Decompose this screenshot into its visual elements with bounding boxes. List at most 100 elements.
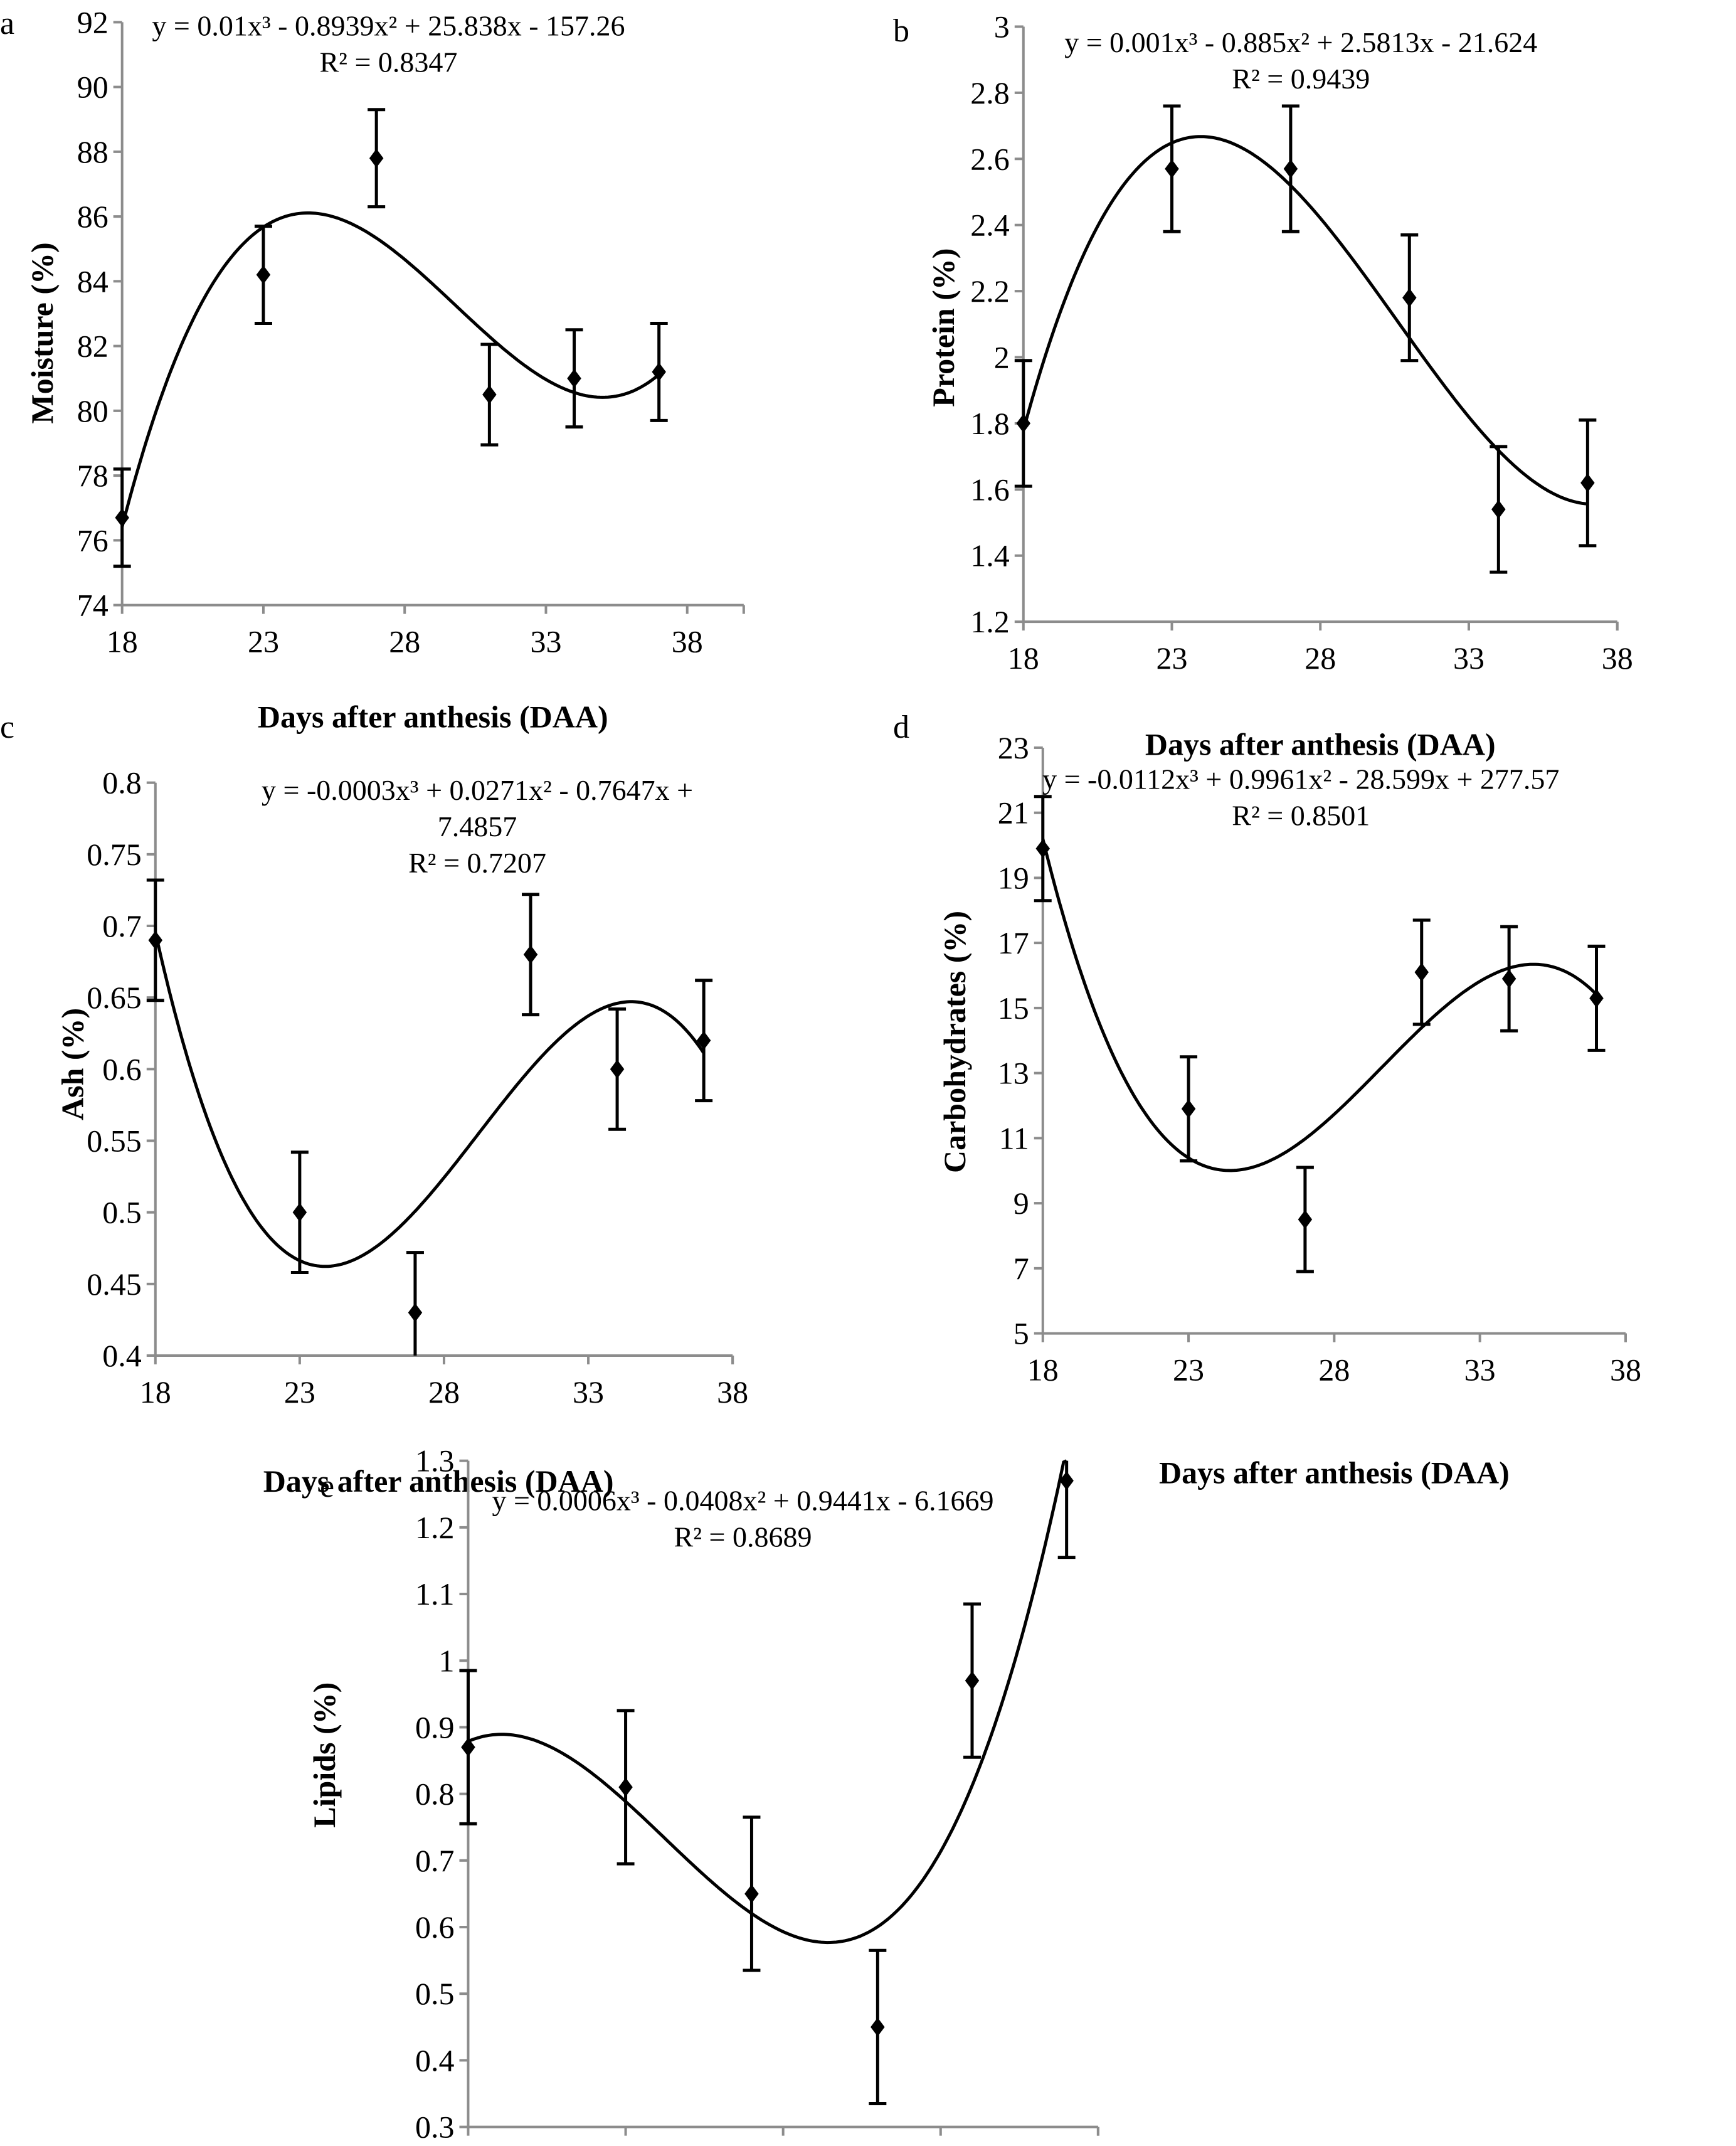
y-tick-label: 86 [77, 199, 109, 234]
data-point [1500, 925, 1518, 1033]
diamond-marker [1035, 839, 1051, 858]
y-tick-label: 2 [994, 340, 1010, 375]
y-tick-label: 80 [77, 393, 109, 428]
data-point [1180, 1055, 1198, 1163]
y-tick-label: 0.55 [87, 1123, 142, 1158]
y-tick-label: 1.8 [970, 406, 1010, 441]
data-point [459, 1669, 477, 1825]
diamond-marker [1501, 969, 1516, 989]
diamond-marker [610, 1060, 625, 1079]
diamond-marker [696, 1031, 711, 1050]
y-tick-label: 1.2 [415, 1510, 455, 1545]
y-tick-label: 0.3 [415, 2110, 455, 2145]
diamond-marker [461, 1738, 475, 1757]
y-tick-label: 11 [999, 1120, 1029, 1155]
data-point [290, 1150, 309, 1275]
diamond-marker [148, 930, 163, 950]
y-tick-label: 0.4 [102, 1338, 142, 1373]
data-point [695, 979, 713, 1103]
x-tick-label: 33 [573, 1374, 604, 1410]
diamond-marker [1059, 1471, 1074, 1490]
chart-svg: 1.2 1.4 1.6 1.8 2 2.2 2.4 2.6 2.8 3 18 23 28 33 38 y = … [926, 9, 1633, 762]
diamond-marker [256, 265, 271, 285]
data-point [1014, 359, 1032, 488]
y-tick-label: 1 [438, 1643, 454, 1678]
data-point [650, 321, 668, 422]
data-point [146, 878, 164, 1002]
diamond-marker [1491, 499, 1506, 519]
y-tick-label: 0.7 [102, 908, 142, 943]
chart-svg: 5 7 9 11 13 15 17 19 21 23 18 23 28 33 38 y = -0.0112x³… [937, 730, 1641, 1490]
y-tick-label: 90 [77, 70, 109, 105]
y-tick-label: 13 [998, 1056, 1029, 1091]
y-tick-label: 0.65 [87, 980, 142, 1015]
y-tick-label: 0.75 [87, 837, 142, 872]
x-tick-label: 38 [1602, 640, 1633, 676]
diamond-marker [369, 149, 384, 168]
x-axis-title: Days after anthesis (DAA) [258, 699, 608, 734]
y-tick-label: 0.8 [415, 1777, 455, 1812]
x-tick-label: 18 [1008, 640, 1039, 676]
y-tick-label: 0.5 [102, 1195, 142, 1230]
x-tick-label: 33 [1464, 1352, 1496, 1388]
y-tick-label: 1.4 [970, 538, 1010, 573]
y-axis-title: Moisture (%) [24, 242, 60, 423]
data-point [406, 1251, 424, 1356]
diamond-marker [1414, 962, 1429, 982]
y-tick-label: 7 [1014, 1251, 1029, 1286]
trendline-equation: 7.4857 [438, 810, 517, 842]
y-axis-title: Protein (%) [926, 248, 961, 407]
chart-svg: 0.4 0.45 0.5 0.55 0.6 0.65 0.7 0.75 0.8 18 23 28 33 3… [55, 765, 748, 1499]
trendline [467, 1459, 1067, 1945]
y-tick-label: 1.1 [415, 1576, 455, 1612]
trendline-equation: y = 0.01x³ - 0.8939x² + 25.838x - 157.26 [152, 10, 625, 42]
panel-a-moisture: a 74 76 78 80 82 84 86 88 90 92 18 23 28 33 38 y = 0.01… [0, 0, 868, 734]
y-tick-label: 0.7 [415, 1843, 455, 1878]
panel-letter: a [0, 6, 15, 41]
y-tick-label: 1.3 [415, 1443, 455, 1479]
data-point [368, 108, 386, 209]
x-tick-label: 23 [1156, 640, 1188, 676]
x-tick-label: 38 [717, 1374, 748, 1410]
panel-letter: e [320, 1469, 335, 1504]
data-point [1163, 104, 1181, 233]
diamond-marker [567, 369, 581, 388]
x-tick-label: 33 [1453, 640, 1485, 676]
y-tick-label: 5 [1014, 1316, 1029, 1351]
y-tick-label: 2.2 [970, 274, 1010, 309]
data-point [617, 1709, 635, 1866]
x-axis-title: Days after anthesis (DAA) [263, 1463, 614, 1499]
data-point [1281, 104, 1299, 233]
trendline-equation: y = 0.001x³ - 0.885x² + 2.5813x - 21.624 [1064, 26, 1537, 58]
data-point [480, 343, 499, 447]
y-tick-label: 88 [77, 134, 109, 169]
y-axis-title: Lipids (%) [307, 1682, 342, 1828]
y-tick-label: 15 [998, 991, 1029, 1026]
data-point [1034, 795, 1052, 903]
x-tick-label: 28 [1305, 640, 1336, 676]
y-tick-label: 3 [994, 9, 1010, 44]
x-tick-label: 18 [1027, 1352, 1059, 1388]
y-tick-label: 2.6 [970, 141, 1010, 176]
y-tick-label: 84 [77, 263, 109, 299]
y-tick-label: 23 [998, 730, 1029, 765]
y-tick-label: 0.6 [415, 1910, 455, 1945]
y-axis-title: Ash (%) [55, 1008, 90, 1120]
trendline-equation: R² = 0.8347 [320, 46, 458, 78]
x-tick-label: 18 [107, 624, 138, 659]
panel-b-protein: b 1.2 1.4 1.6 1.8 2 2.2 2.4 2.6 2.8 3 18 23 28 33 38 y … [868, 0, 1736, 762]
trendline-equation: y = -0.0003x³ + 0.0271x² - 0.7647x + [262, 774, 693, 806]
y-tick-label: 2.4 [970, 208, 1010, 243]
panel-letter: b [893, 13, 909, 49]
data-point [869, 1948, 887, 2105]
diamond-marker [482, 385, 497, 405]
diamond-marker [744, 1884, 759, 1903]
trendline-equation: R² = 0.8689 [674, 1521, 812, 1553]
y-tick-label: 0.4 [415, 2042, 455, 2078]
y-tick-label: 1.6 [970, 472, 1010, 507]
panel-c-ash: c 0.4 0.45 0.5 0.55 0.6 0.65 0.7 0.75 0.8 18 23 28 3… [0, 709, 868, 1499]
y-tick-label: 0.9 [415, 1709, 455, 1745]
diamond-marker [965, 1671, 980, 1691]
diamond-marker [408, 1303, 423, 1322]
panel-letter: d [893, 709, 909, 745]
